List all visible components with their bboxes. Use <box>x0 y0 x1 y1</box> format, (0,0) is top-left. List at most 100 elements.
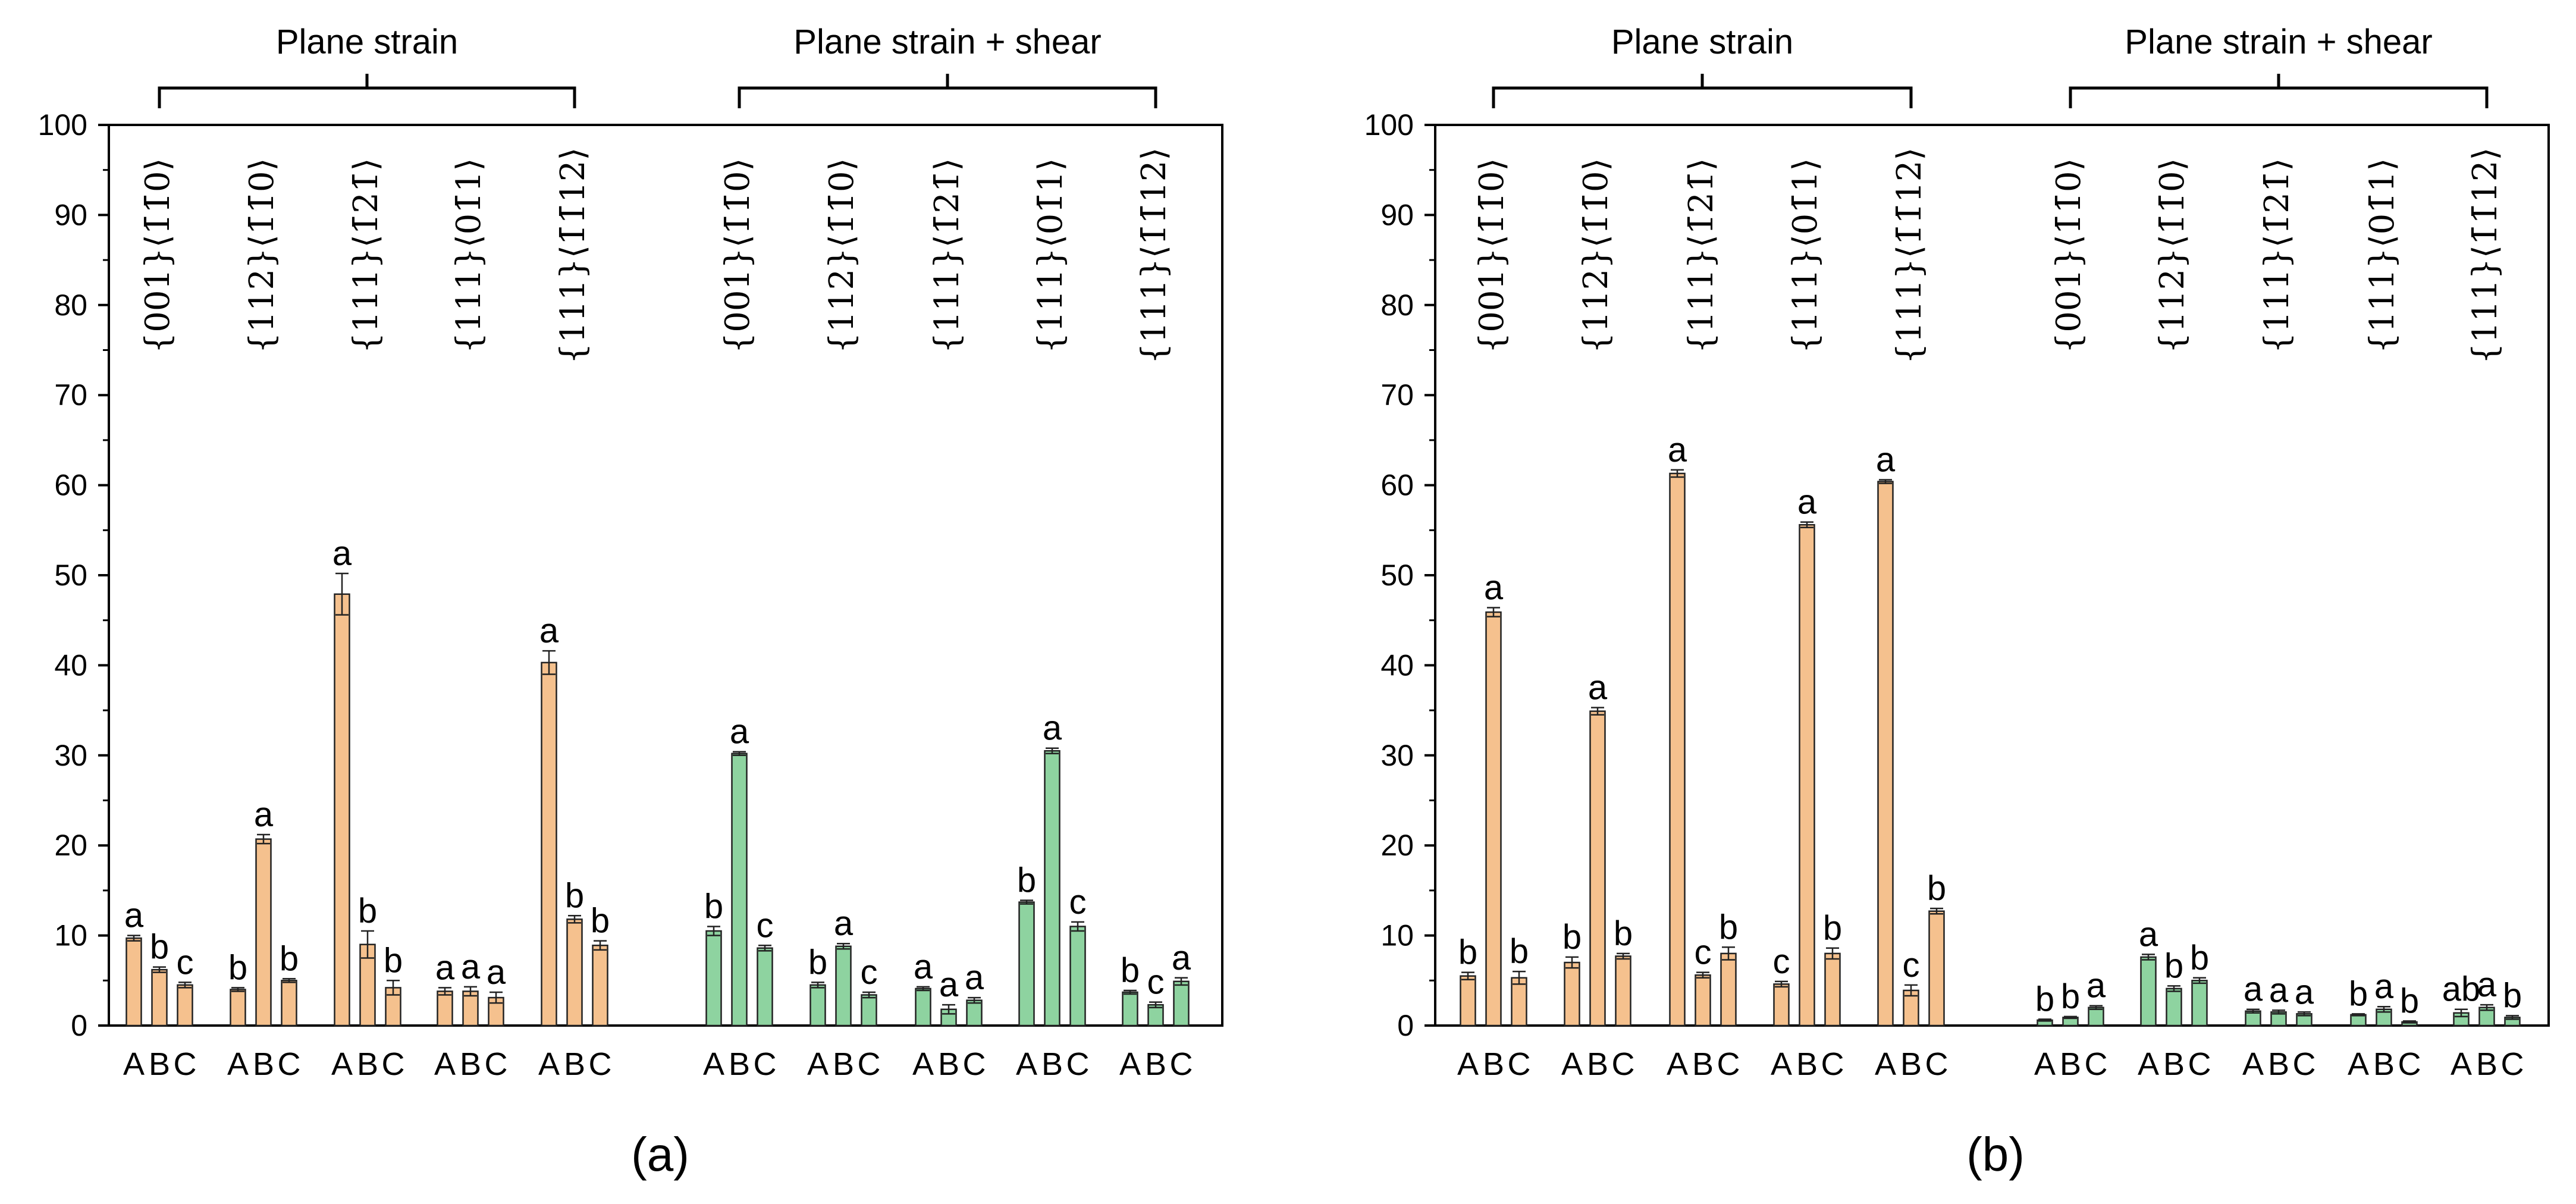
orientation-label-text: {001}⟨1̄1̄0⟩ <box>139 158 177 354</box>
orientation-direction: ⟨1̄1̄12⟩ <box>2466 148 2505 258</box>
significance-letter: a <box>2269 971 2289 1009</box>
x-category-label: C <box>963 1046 986 1082</box>
significance-letter: a <box>487 953 506 992</box>
x-category-label: B <box>833 1046 854 1082</box>
y-tick-label: 0 <box>1397 1009 1414 1042</box>
significance-letter: b <box>2400 982 2419 1020</box>
y-tick-label: 80 <box>1380 289 1414 322</box>
panel-a: 0102030405060708090100aAbBcC{001}⟨1̄1̄0⟩… <box>38 23 1223 1181</box>
orientation-plane: {111} <box>1031 247 1070 353</box>
significance-letter: a <box>2139 915 2158 954</box>
bar <box>1018 901 1035 1027</box>
significance-letter: b <box>2164 946 2183 985</box>
orientation-label: {112}⟨1̄1̄0⟩ <box>243 158 281 354</box>
x-category-label: A <box>538 1046 560 1082</box>
x-category-label: C <box>2188 1046 2211 1082</box>
significance-letter: b <box>565 876 584 915</box>
bar-set: b Aa Bc C <box>807 904 881 1082</box>
bracket-line <box>738 74 1157 108</box>
orientation-plane: {112} <box>823 247 861 353</box>
x-category-label: A <box>2451 1046 2472 1082</box>
x-category-label: B <box>2268 1046 2289 1082</box>
orientation-plane: {111} <box>928 247 967 353</box>
y-tick-label: 70 <box>54 378 87 412</box>
orientation-label: {001}⟨1̄1̄0⟩ <box>718 158 757 354</box>
significance-letter: b <box>1017 861 1036 900</box>
significance-letter: b <box>228 948 247 987</box>
bar <box>2191 980 2208 1027</box>
orientation-direction: ⟨1̄21̄⟩ <box>2258 158 2296 248</box>
orientation-label: {001}⟨1̄1̄0⟩ <box>1473 158 1511 354</box>
x-category-label: B <box>2476 1046 2497 1082</box>
orientation-direction: ⟨1̄1̄12⟩ <box>554 148 592 258</box>
x-category-label: C <box>1925 1046 1949 1082</box>
significance-letter: b <box>1510 932 1529 971</box>
x-category-label: A <box>1016 1046 1037 1082</box>
bar <box>705 930 722 1027</box>
orientation-direction: ⟨01̄1⟩ <box>1786 158 1825 248</box>
x-category-label: B <box>1483 1046 1504 1082</box>
orientation-label-text: {111}⟨1̄1̄12⟩ <box>554 148 592 364</box>
y-tick-label: 60 <box>54 469 87 502</box>
bar <box>731 752 748 1027</box>
orientation-label-text: {111}⟨1̄21̄⟩ <box>1682 158 1721 354</box>
significance-letter: a <box>965 958 984 997</box>
x-category-label: A <box>1667 1046 1688 1082</box>
orientation-direction: ⟨1̄21̄⟩ <box>347 158 385 248</box>
x-category-label: B <box>253 1046 274 1082</box>
significance-letter: b <box>150 928 169 967</box>
bar <box>1615 955 1631 1027</box>
significance-letter: c <box>1069 883 1087 921</box>
bar <box>915 987 931 1027</box>
y-tick-label: 20 <box>54 829 87 862</box>
orientation-direction: ⟨1̄1̄0⟩ <box>1577 158 1615 248</box>
orientation-plane: {001} <box>718 247 757 353</box>
x-category-label: B <box>2373 1046 2395 1082</box>
orientation-label-text: {111}⟨01̄1⟩ <box>1786 158 1825 354</box>
bar <box>1485 611 1502 1027</box>
bar <box>1044 750 1060 1027</box>
orientation-plane: {111} <box>1135 258 1174 364</box>
bar-set: b Aa Bc C <box>1016 709 1090 1082</box>
x-category-label: B <box>1900 1046 1922 1082</box>
significance-letter: b <box>2061 977 2080 1016</box>
orientation-direction: ⟨1̄21̄⟩ <box>928 158 967 248</box>
bar <box>861 994 877 1027</box>
y-tick-label: 100 <box>1364 108 1414 142</box>
orientation-plane: {111} <box>347 247 385 353</box>
bar <box>1147 1004 1164 1027</box>
x-category-label: B <box>2163 1046 2185 1082</box>
bar <box>1564 961 1580 1027</box>
significance-letter: b <box>1823 909 1842 948</box>
orientation-plane: {111} <box>2258 247 2296 353</box>
x-category-label: B <box>938 1046 959 1082</box>
significance-letter: a <box>2477 965 2497 1004</box>
significance-letter: a <box>124 896 144 935</box>
orientation-plane: {001} <box>139 247 177 353</box>
bar <box>2140 956 2157 1027</box>
significance-letter: b <box>2503 976 2522 1015</box>
significance-letter: c <box>861 953 878 992</box>
significance-letter: a <box>2374 967 2394 1006</box>
significance-letter: a <box>539 612 559 650</box>
orientation-direction: ⟨1̄1̄0⟩ <box>823 158 861 248</box>
significance-letter: b <box>280 939 299 978</box>
orientation-label-text: {001}⟨1̄1̄0⟩ <box>2050 158 2088 354</box>
y-tick-label: 70 <box>1380 378 1414 412</box>
orientation-plane: {112} <box>1577 247 1615 353</box>
bar <box>255 838 272 1027</box>
x-category-label: C <box>1170 1046 1193 1082</box>
significance-letter: a <box>1668 431 1687 469</box>
significance-letter: a <box>2244 970 2263 1009</box>
orientation-label: {111}⟨1̄21̄⟩ <box>347 158 385 354</box>
bar <box>151 968 168 1027</box>
x-category-label: A <box>434 1046 456 1082</box>
x-category-label: B <box>460 1046 481 1082</box>
orientation-plane: {111} <box>2363 247 2402 353</box>
y-tick-label: 10 <box>54 919 87 952</box>
orientation-label-text: {111}⟨1̄1̄12⟩ <box>1135 148 1174 364</box>
orientation-plane: {111} <box>1890 258 1929 364</box>
